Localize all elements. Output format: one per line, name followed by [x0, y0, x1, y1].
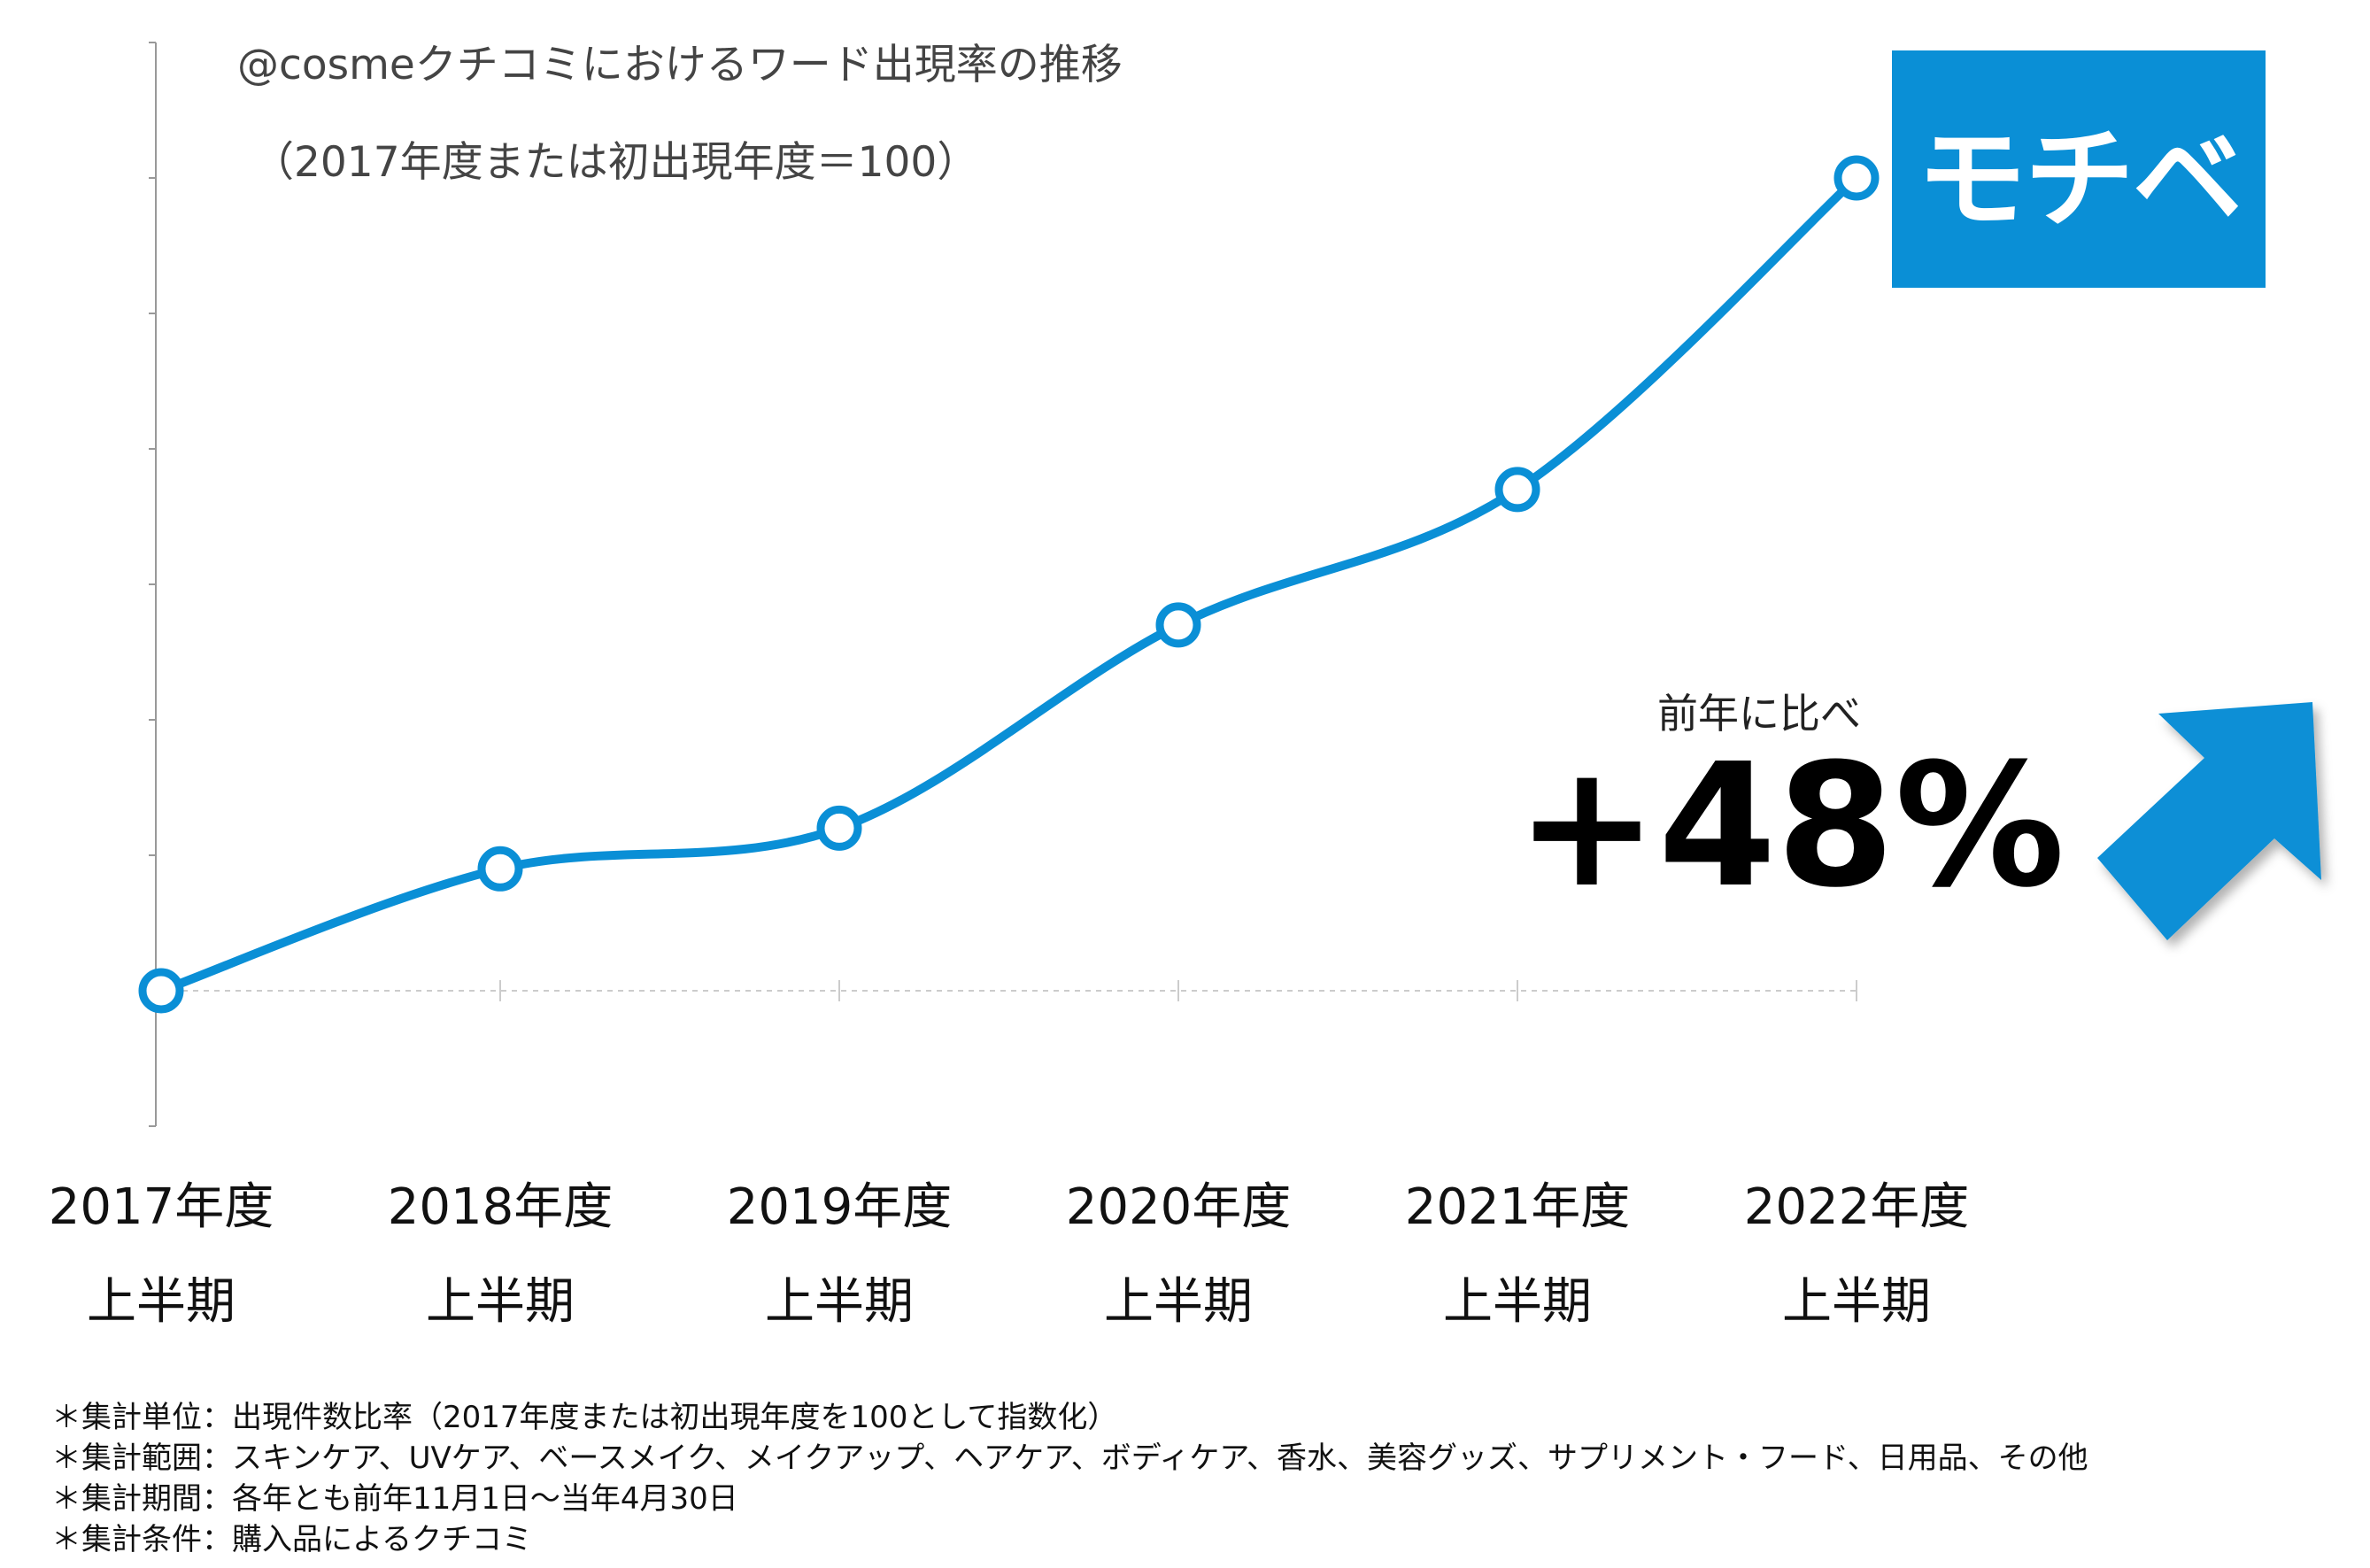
footnote: ＊集計期間：各年とも前年11月1日～当年4月30日 — [51, 1481, 738, 1517]
footnote: ＊集計範囲：スキンケア、UVケア、ベースメイク、メイクアップ、ヘアケア、ボディケ… — [51, 1441, 2088, 1476]
x-axis-label-year: 2018年度 — [387, 1178, 614, 1236]
x-axis-label-period: 上半期 — [426, 1273, 575, 1331]
x-axis-label-period: 上半期 — [765, 1273, 914, 1331]
x-axis-label-year: 2020年度 — [1065, 1178, 1292, 1236]
footnote: ＊集計条件：購入品によるクチコミ — [51, 1522, 532, 1557]
x-axis-label-year: 2019年度 — [726, 1178, 953, 1236]
chart-subtitle: （2017年度または初出現年度＝100） — [252, 138, 979, 187]
x-axis-label-year: 2021年度 — [1404, 1178, 1631, 1236]
x-axis-label-period: 上半期 — [1104, 1273, 1253, 1331]
up-right-arrow-icon — [2097, 702, 2321, 940]
footnotes: ＊集計単位：出現件数比率（2017年度または初出現年度を100として指数化） ＊… — [51, 1397, 2088, 1560]
x-axis-label-period: 上半期 — [1443, 1273, 1592, 1331]
data-point — [477, 846, 523, 892]
footnote: ＊集計単位：出現件数比率（2017年度または初出現年度を100として指数化） — [51, 1400, 1118, 1435]
data-point — [1155, 602, 1201, 648]
chart-title: @cosmeクチコミにおけるワード出現率の推移 — [237, 41, 1123, 89]
x-axis-label-year: 2017年度 — [48, 1178, 274, 1236]
series-badge: モチベ — [1892, 50, 2266, 288]
comparison-label: 前年に比べ — [1657, 690, 1861, 738]
series-line — [159, 174, 1860, 995]
x-axis-label-period: 上半期 — [1782, 1273, 1931, 1331]
data-point — [138, 968, 184, 1014]
data-point — [1833, 155, 1880, 201]
x-axis-label-year: 2022年度 — [1743, 1178, 1970, 1236]
data-point — [816, 805, 862, 851]
x-axis-label-period: 上半期 — [87, 1273, 235, 1331]
comparison-value: +48% — [1516, 728, 2065, 925]
data-point — [1494, 467, 1540, 513]
